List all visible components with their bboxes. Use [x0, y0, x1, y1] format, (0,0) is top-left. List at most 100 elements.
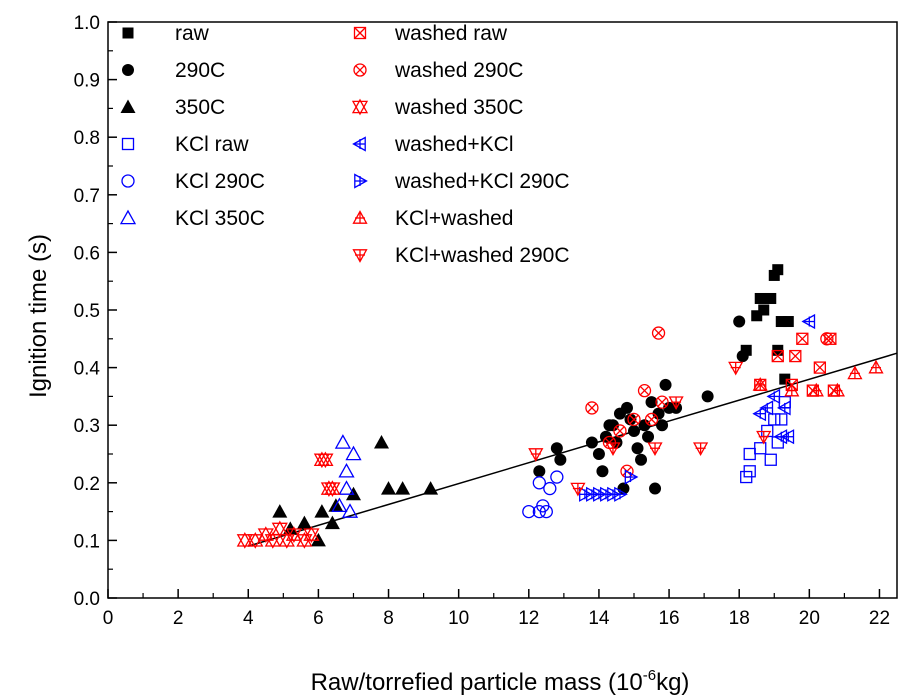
y-tick-label: 0.7	[74, 186, 100, 207]
legend-item: washed+KCl 290C	[354, 170, 570, 193]
data-point	[782, 316, 794, 328]
data-point	[644, 412, 659, 427]
data-point	[642, 430, 655, 443]
y-axis: 0.0 0.1 0.2 0.3 0.4 0.5 0.6 0.7 0.8 0.9 1.0	[74, 13, 117, 610]
x-tick-label: 22	[869, 608, 890, 629]
data-point	[756, 430, 772, 445]
data-point	[314, 504, 330, 518]
data-point	[820, 332, 834, 346]
legend-marker	[352, 210, 368, 224]
series-12	[528, 361, 772, 497]
data-point	[772, 264, 784, 276]
y-tick-label: 0.2	[74, 474, 100, 495]
x-tick-label: 2	[173, 608, 184, 629]
data-point	[768, 269, 780, 281]
data-point	[752, 406, 767, 422]
legend-marker	[120, 99, 136, 113]
legend-item: raw	[122, 22, 210, 45]
legend-marker	[353, 26, 367, 40]
x-axis: 0 2 4 6 8 10 12 14 16 18 20 22	[103, 589, 890, 629]
y-tick-label: 1.0	[74, 13, 100, 34]
data-point	[550, 470, 564, 484]
data-point	[765, 292, 777, 304]
data-point	[272, 504, 288, 518]
y-tick-label: 0.6	[74, 243, 100, 264]
data-point	[606, 419, 619, 432]
data-point	[655, 395, 669, 409]
y-tick-label: 0.9	[74, 71, 100, 92]
data-point	[627, 412, 641, 427]
legend-item: KCl 290C	[121, 170, 265, 193]
data-point	[628, 424, 640, 437]
data-point	[743, 465, 756, 478]
data-point	[532, 476, 546, 490]
data-points-layer	[236, 264, 884, 549]
x-tick-label: 20	[799, 608, 820, 629]
data-point	[345, 445, 362, 461]
legend-label: 350C	[175, 96, 225, 119]
data-point	[528, 448, 544, 462]
data-point	[395, 481, 411, 495]
y-tick-label: 0.4	[74, 359, 101, 380]
data-point	[740, 344, 752, 356]
data-point	[599, 430, 612, 443]
x-tick-label: 10	[448, 608, 469, 629]
data-point	[829, 382, 846, 397]
legend-marker	[122, 27, 134, 39]
legend-item: KCl+washed	[352, 207, 513, 230]
x-tick-label: 18	[729, 608, 750, 629]
data-point	[736, 350, 749, 363]
data-point	[296, 515, 312, 530]
data-point	[652, 407, 665, 420]
data-point	[592, 448, 605, 460]
data-point	[668, 396, 684, 411]
fit-line	[248, 352, 898, 547]
y-tick-label: 0.0	[74, 589, 100, 610]
x-tick-label: 4	[243, 608, 254, 629]
legend-marker	[121, 137, 135, 151]
fit-line-layer	[248, 352, 898, 547]
data-point	[374, 435, 389, 449]
data-point	[743, 447, 756, 461]
data-point	[522, 504, 536, 519]
data-point	[236, 532, 253, 549]
data-point	[550, 442, 563, 455]
data-point	[733, 315, 746, 328]
legend-item: washed 350C	[351, 96, 523, 119]
data-point	[554, 453, 567, 466]
data-point	[659, 378, 672, 391]
series-6	[754, 332, 841, 397]
data-point	[635, 453, 648, 466]
y-tick-label: 0.5	[74, 301, 100, 322]
legend-item: 350C	[120, 96, 225, 119]
data-point	[759, 400, 774, 416]
data-point	[638, 419, 651, 432]
legend-item: washed raw	[353, 22, 508, 45]
legend: raw 290C 350C KCl raw KCl 290C KCl 350C washed…	[119, 22, 570, 267]
legend-item: KCl+washed 290C	[352, 244, 570, 267]
y-tick-label: 0.1	[74, 531, 100, 552]
legend-label: washed+KCl	[394, 133, 513, 156]
series-1	[533, 315, 749, 495]
series-9	[752, 313, 816, 445]
x-tick-label: 6	[313, 608, 324, 629]
data-point	[338, 462, 355, 478]
legend-marker	[352, 249, 368, 263]
y-tick-label: 0.3	[74, 416, 100, 437]
data-point	[624, 413, 637, 426]
legend-label: KCl 350C	[175, 207, 265, 230]
x-tick-label: 0	[103, 608, 114, 629]
data-point	[754, 442, 767, 455]
data-point	[423, 481, 439, 495]
data-point	[776, 400, 791, 416]
legend-item: 290C	[122, 59, 225, 82]
legend-label: KCl 290C	[175, 170, 265, 193]
data-point	[334, 434, 352, 449]
x-axis-title-exponent: -6	[643, 667, 656, 684]
y-axis-title: Ignition time (s)	[25, 234, 52, 398]
x-axis-title: Raw/torrefied particle mass (10-6kg)	[311, 667, 690, 696]
data-point	[656, 419, 669, 432]
data-point	[775, 413, 788, 426]
legend-label: washed+KCl 290C	[394, 170, 570, 193]
